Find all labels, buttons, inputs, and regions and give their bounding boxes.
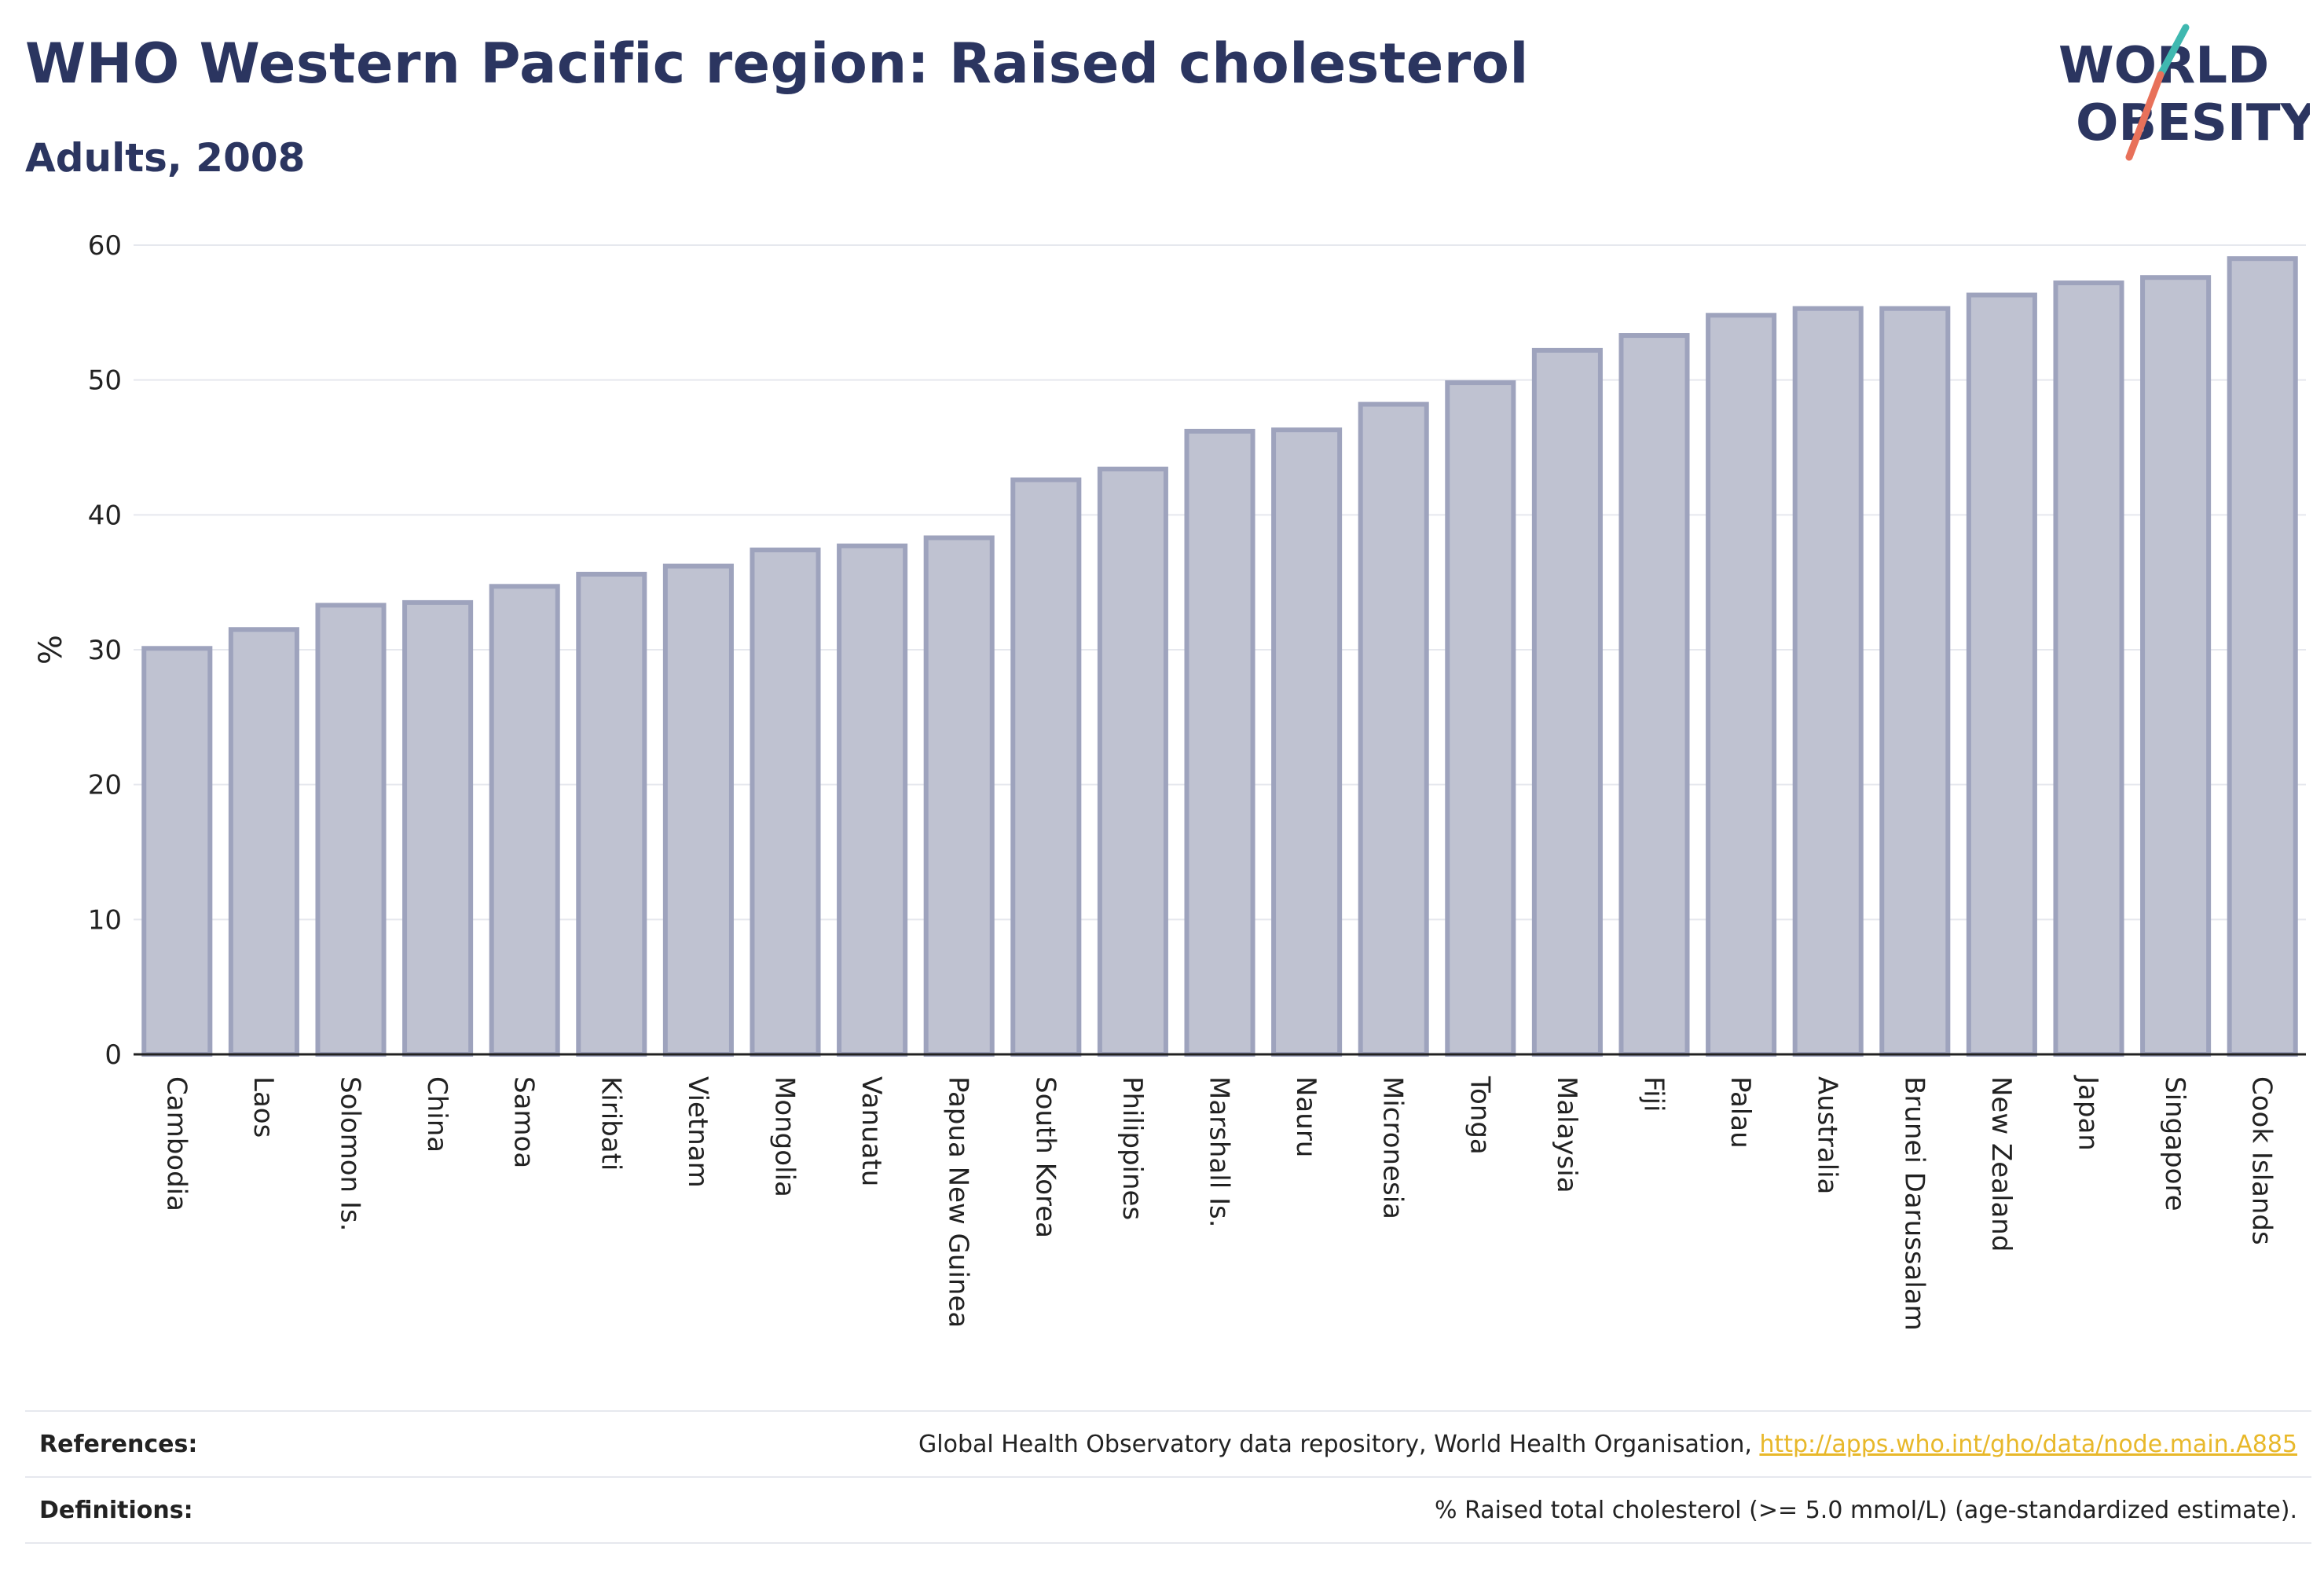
category-label: Vietnam	[682, 1076, 713, 1188]
bar-vietnam	[662, 563, 734, 1057]
category-label: Philippines	[1116, 1076, 1148, 1220]
y-tick-label: 0	[104, 1039, 122, 1071]
category-label: Vanuatu	[856, 1076, 887, 1186]
category-label: Japan	[2073, 1075, 2104, 1151]
chart-subtitle: Adults, 2008	[25, 135, 306, 181]
category-label: New Zealand	[1985, 1076, 2017, 1252]
category-labels: Cambodia Laos Solomon Is. China Samoa Kiribat…	[160, 1075, 2277, 1331]
bar-micronesia	[1358, 401, 1429, 1057]
logo-slash-teal	[2157, 24, 2190, 79]
bar-laos	[228, 627, 299, 1057]
references-text: Global Health Observatory data repositor…	[918, 1430, 1760, 1458]
category-label: Brunei Darussalam	[1898, 1076, 1930, 1331]
y-tick-label: 10	[88, 904, 122, 936]
chart-title: WHO Western Pacific region: Raised chole…	[25, 31, 1529, 96]
bar-solomon-is	[315, 603, 387, 1057]
bar-cook-islands	[2227, 256, 2298, 1057]
bar-china	[402, 599, 474, 1057]
y-tick-label: 30	[88, 635, 122, 666]
category-label: Cambodia	[160, 1076, 192, 1211]
bar-mongolia	[750, 547, 821, 1057]
bar-singapore	[2140, 275, 2212, 1057]
bar-philippines	[1097, 466, 1168, 1057]
bar-fiji	[1618, 333, 1690, 1057]
world-obesity-logo: WORLD OBESITY	[2058, 24, 2310, 161]
category-label: South Korea	[1029, 1076, 1061, 1238]
category-label: Papua New Guinea	[943, 1076, 974, 1328]
category-label: Malaysia	[1551, 1076, 1582, 1193]
y-tick-labels: 0 10 20 30 40 50 60	[88, 230, 122, 1071]
bar-japan	[2053, 280, 2124, 1057]
category-label: Micronesia	[1377, 1076, 1409, 1219]
bar-vanuatu	[837, 543, 908, 1057]
y-tick-label: 60	[88, 230, 122, 262]
y-tick-label: 20	[88, 770, 122, 801]
references-link[interactable]: http://apps.who.int/gho/data/node.main.A…	[1759, 1430, 2297, 1458]
category-label: Mongolia	[769, 1076, 801, 1197]
references-value: Global Health Observatory data repositor…	[918, 1431, 2297, 1458]
bar-palau	[1706, 313, 1777, 1057]
category-label: Nauru	[1290, 1076, 1321, 1157]
bar-kiribati	[576, 571, 647, 1057]
definitions-label: Definitions:	[39, 1496, 193, 1524]
category-label: Kiribati	[595, 1076, 626, 1171]
bar-tonga	[1445, 380, 1516, 1057]
bar-papua-new-guinea	[923, 535, 995, 1057]
y-tick-label: 40	[88, 500, 122, 531]
definitions-row: Definitions: % Raised total cholesterol …	[25, 1476, 2311, 1544]
bar-south-korea	[1010, 477, 1082, 1057]
logo-word-2: OBESITY	[2076, 94, 2310, 152]
category-label: Fiji	[1638, 1076, 1670, 1112]
category-label: Australia	[1812, 1076, 1843, 1194]
bar-nauru	[1271, 427, 1343, 1057]
bar-new-zealand	[1966, 292, 2037, 1057]
y-tick-label: 50	[88, 365, 122, 397]
bar-cambodia	[141, 646, 213, 1057]
category-label: Palau	[1725, 1076, 1756, 1149]
references-row: References: Global Health Observatory da…	[25, 1410, 2311, 1476]
bar-marshall-is	[1184, 428, 1255, 1057]
category-label: Tonga	[1464, 1076, 1495, 1155]
category-label: Solomon Is.	[335, 1076, 366, 1231]
category-label: Cook Islands	[2246, 1076, 2278, 1245]
bars	[141, 256, 2298, 1057]
category-label: Singapore	[2159, 1076, 2190, 1211]
bar-samoa	[489, 584, 560, 1057]
category-label: Laos	[247, 1076, 279, 1138]
bar-chart: 0 10 20 30 40 50 60 Cambodia Laos Solomon Is. Chi…	[33, 230, 2306, 1331]
definitions-value: % Raised total cholesterol (>= 5.0 mmol/…	[1435, 1496, 2297, 1524]
y-axis-label: %	[33, 635, 69, 665]
bar-malaysia	[1531, 347, 1603, 1057]
references-label: References:	[39, 1430, 198, 1458]
bar-brunei-darussalam	[1879, 306, 1951, 1057]
category-label: Samoa	[508, 1076, 540, 1168]
category-label: China	[421, 1076, 453, 1153]
category-label: Marshall Is.	[1204, 1076, 1235, 1228]
bar-australia	[1792, 306, 1864, 1057]
logo-slash-coral	[2125, 71, 2165, 161]
